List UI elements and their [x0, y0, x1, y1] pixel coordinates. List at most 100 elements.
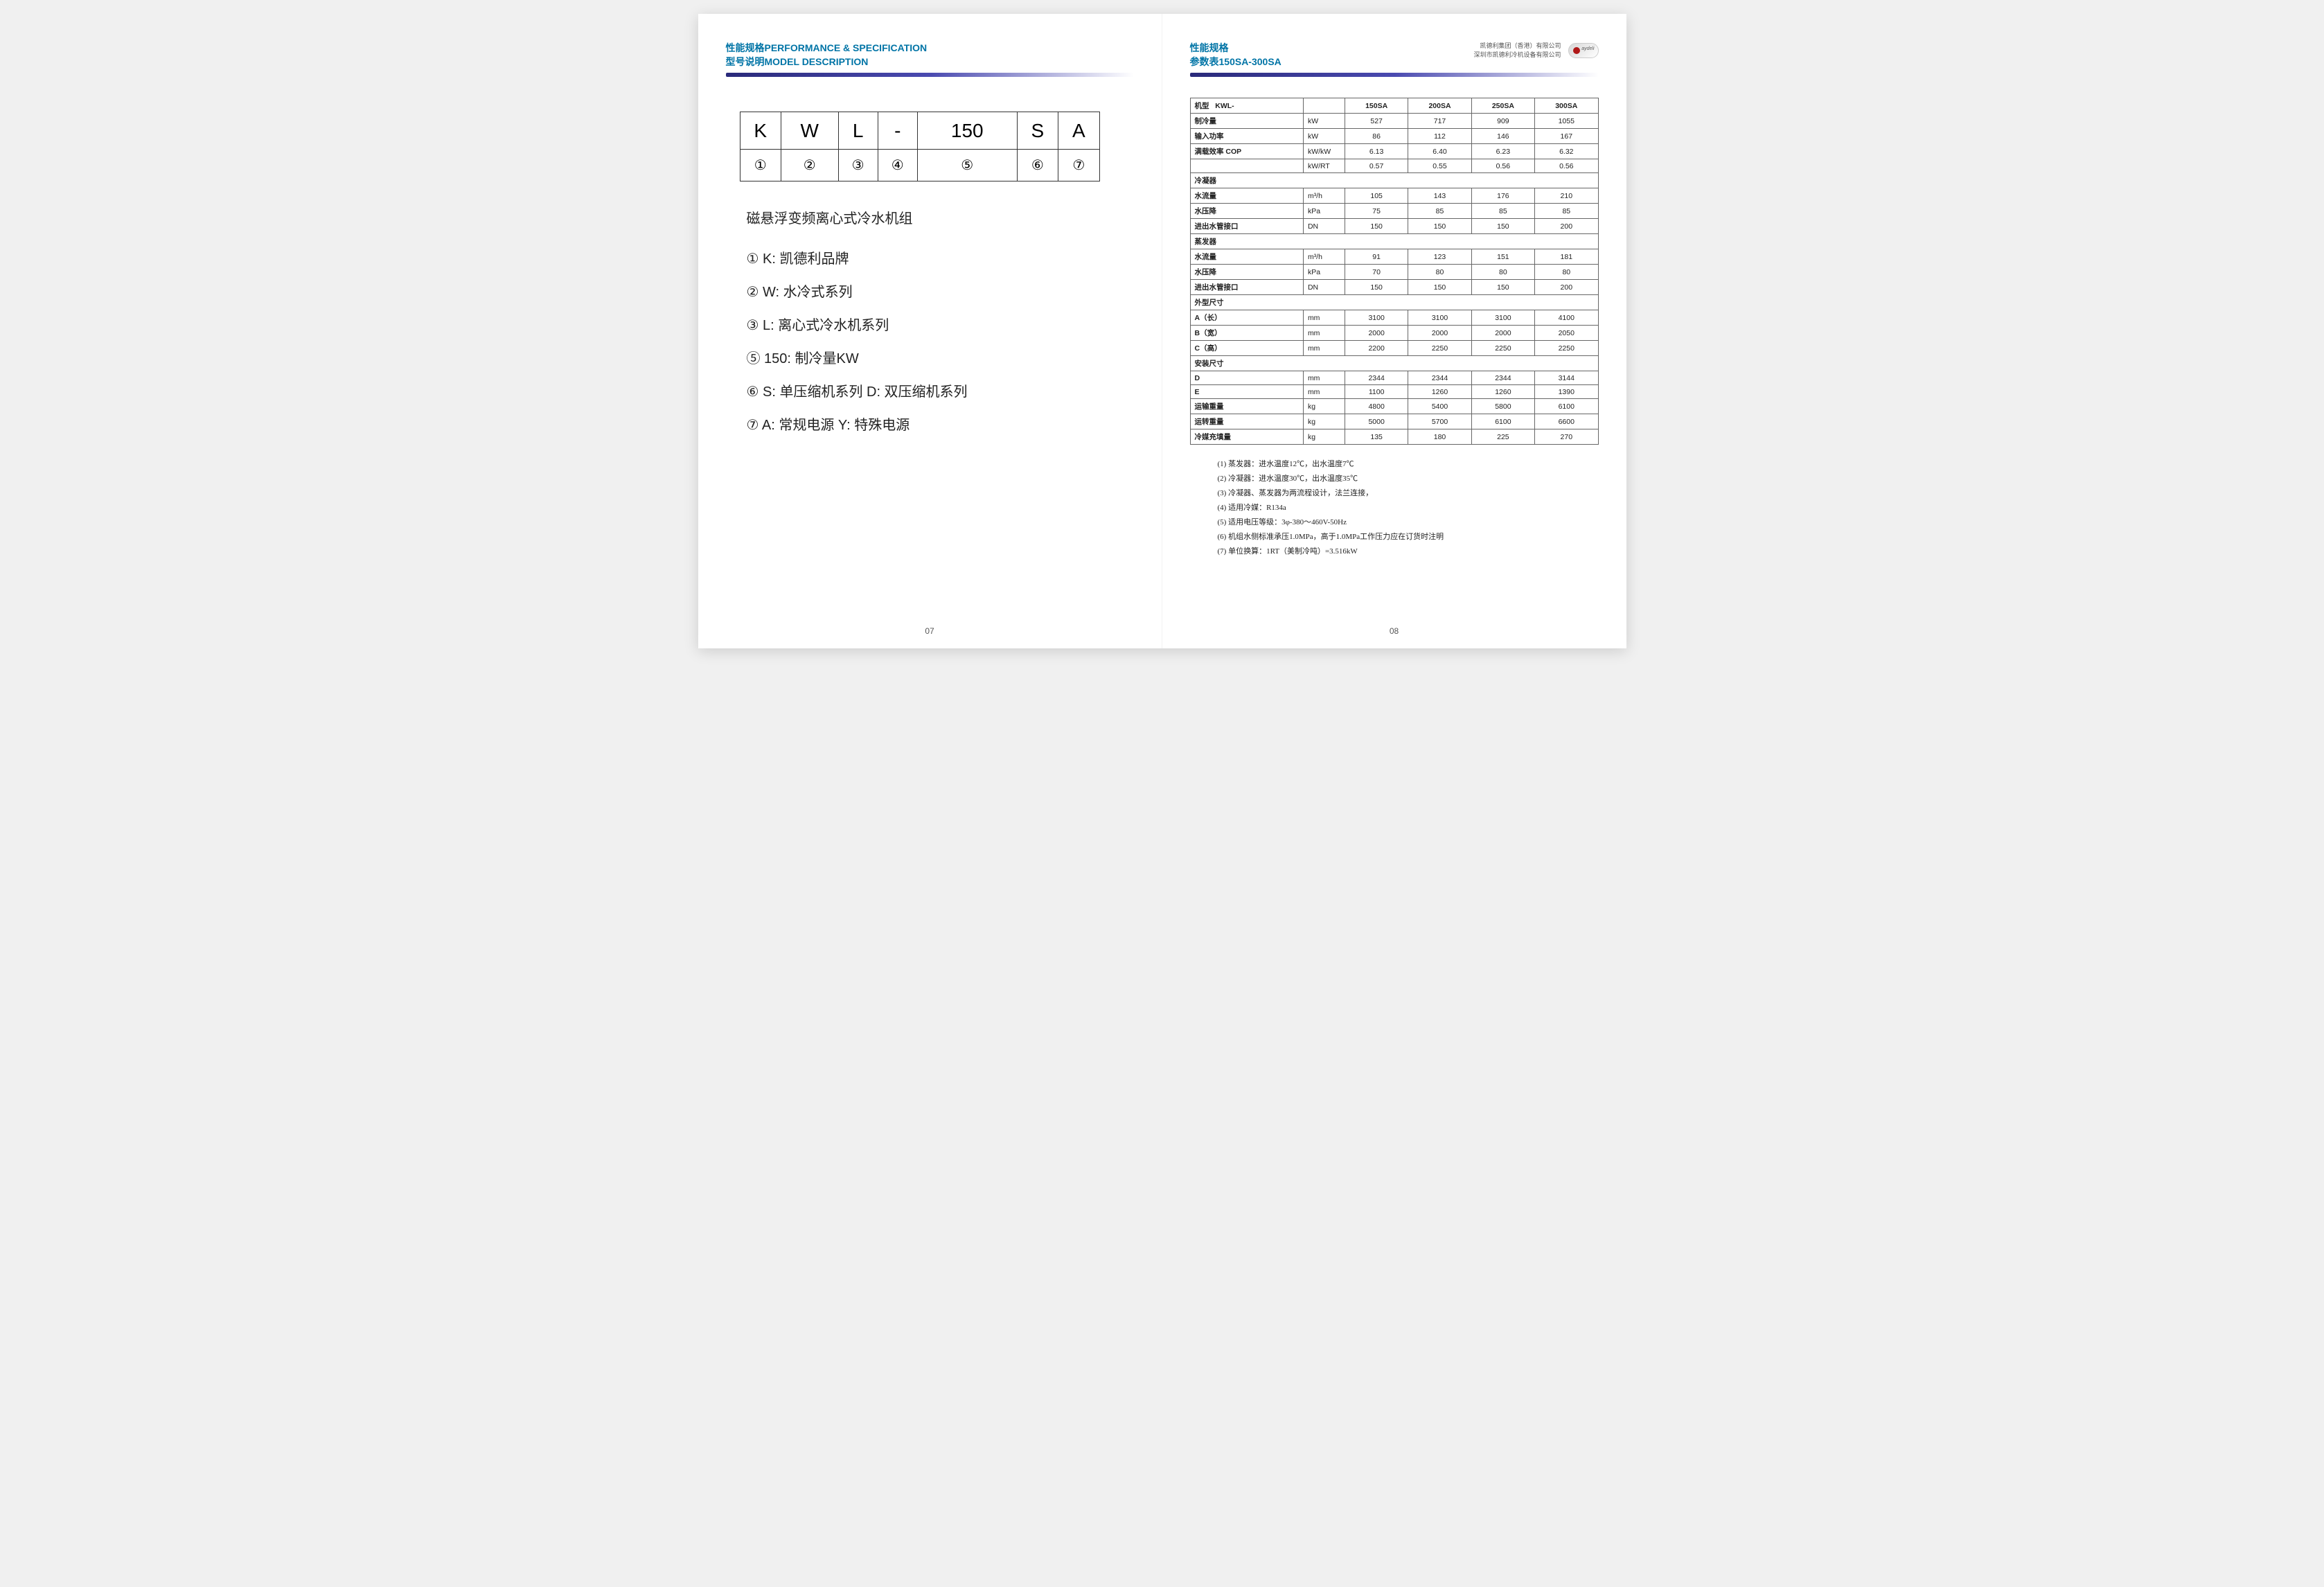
right-header-line2: 参数表150SA-300SA: [1190, 55, 1281, 69]
spec-cell: 2000: [1471, 326, 1534, 341]
spec-cell: 176: [1471, 188, 1534, 204]
right-header-line1: 性能规格: [1190, 42, 1281, 55]
spec-row-label: D: [1190, 371, 1303, 385]
note-line: (2) 冷凝器：进水温度30℃，出水温度35℃: [1218, 472, 1599, 486]
spec-model-col: 150SA: [1345, 98, 1408, 114]
left-header-rule: [726, 73, 1134, 77]
right-header-rule: [1190, 73, 1599, 77]
model-index-cell: ⑥: [1017, 150, 1058, 181]
page-left: 性能规格PERFORMANCE & SPECIFICATION 型号说明MODE…: [698, 14, 1162, 648]
spec-row-label: 进出水管接口: [1190, 219, 1303, 234]
spec-cell: 6100: [1535, 399, 1598, 414]
note-line: (6) 机组水侧标准承压1.0MPa，高于1.0MPa工作压力应在订货时注明: [1218, 530, 1599, 544]
spec-cell: 150: [1408, 280, 1471, 295]
spec-cell: 91: [1345, 249, 1408, 265]
spec-cell: 80: [1535, 265, 1598, 280]
spec-header-prefix: KWL-: [1215, 102, 1234, 110]
spec-row: 冷凝器: [1190, 173, 1598, 188]
desc-line: ⑦ A: 常规电源 Y: 特殊电源: [747, 409, 1134, 442]
spec-row-unit: kW: [1303, 129, 1345, 144]
spec-row: 水流量m³/h105143176210: [1190, 188, 1598, 204]
spec-row-label: 输入功率: [1190, 129, 1303, 144]
desc-line: ② W: 水冷式系列: [747, 276, 1134, 309]
spec-row-unit: mm: [1303, 326, 1345, 341]
spec-cell: 200: [1535, 219, 1598, 234]
spec-row: 水压降kPa75858585: [1190, 204, 1598, 219]
spec-cell: 5700: [1408, 414, 1471, 429]
spec-row-unit: mm: [1303, 371, 1345, 385]
spec-cell: 85: [1535, 204, 1598, 219]
model-index-cell: ①: [740, 150, 781, 181]
spec-cell: 2344: [1408, 371, 1471, 385]
spec-row-label: 水流量: [1190, 249, 1303, 265]
page-number-right: 08: [1390, 626, 1399, 636]
spec-row-label: B（宽）: [1190, 326, 1303, 341]
spec-row-label: 水压降: [1190, 265, 1303, 280]
spec-row-unit: DN: [1303, 280, 1345, 295]
spec-row: 安装尺寸: [1190, 356, 1598, 371]
spec-cell: 6.40: [1408, 144, 1471, 159]
spec-cell: 2000: [1408, 326, 1471, 341]
spec-row: 水流量m³/h91123151181: [1190, 249, 1598, 265]
spec-cell: 150: [1345, 219, 1408, 234]
spec-row: Dmm2344234423443144: [1190, 371, 1598, 385]
spec-model-col: 200SA: [1408, 98, 1471, 114]
spec-row: kW/RT0.570.550.560.56: [1190, 159, 1598, 173]
spec-row: C（高）mm2200225022502250: [1190, 341, 1598, 356]
spec-section-label: 蒸发器: [1190, 234, 1598, 249]
spec-cell: 150: [1471, 280, 1534, 295]
spec-cell: 1055: [1535, 114, 1598, 129]
spec-row-label: 满载效率 COP: [1190, 144, 1303, 159]
spec-row-unit: kg: [1303, 429, 1345, 445]
spec-cell: 75: [1345, 204, 1408, 219]
spec-row-label: 水流量: [1190, 188, 1303, 204]
spec-cell: 4100: [1535, 310, 1598, 326]
spec-cell: 6.23: [1471, 144, 1534, 159]
spec-row: B（宽）mm2000200020002050: [1190, 326, 1598, 341]
spec-cell: 150: [1471, 219, 1534, 234]
spec-row-label: 运转重量: [1190, 414, 1303, 429]
spec-cell: 1390: [1535, 385, 1598, 399]
spec-row: 外型尺寸: [1190, 295, 1598, 310]
page-number-left: 07: [925, 626, 934, 636]
note-line: (1) 蒸发器：进水温度12℃，出水温度7℃: [1218, 457, 1599, 472]
spec-row-label: 水压降: [1190, 204, 1303, 219]
model-row-chars: K W L - 150 S A: [740, 112, 1099, 150]
right-header-titles: 性能规格 参数表150SA-300SA: [1190, 42, 1281, 69]
spec-cell: 105: [1345, 188, 1408, 204]
spec-header-label-text: 机型: [1195, 102, 1209, 110]
spec-row: 蒸发器: [1190, 234, 1598, 249]
spec-section-label: 外型尺寸: [1190, 295, 1598, 310]
spec-cell: 6.32: [1535, 144, 1598, 159]
spec-model-col: 250SA: [1471, 98, 1534, 114]
spec-cell: 200: [1535, 280, 1598, 295]
spec-cell: 180: [1408, 429, 1471, 445]
spec-row-unit: kg: [1303, 414, 1345, 429]
spec-cell: 80: [1471, 265, 1534, 280]
spec-model-col: 300SA: [1535, 98, 1598, 114]
spec-cell: 225: [1471, 429, 1534, 445]
spec-cell: 1100: [1345, 385, 1408, 399]
brand-logo-icon: aydeli: [1568, 43, 1599, 58]
spec-cell: 5800: [1471, 399, 1534, 414]
page-right: 性能规格 参数表150SA-300SA 凯德利集团（香港）有限公司 深圳市凯德利…: [1162, 14, 1626, 648]
company-line1: 凯德利集团（香港）有限公司: [1473, 42, 1561, 51]
spec-cell: 135: [1345, 429, 1408, 445]
spec-table-body: 制冷量kW5277179091055输入功率kW86112146167满载效率 …: [1190, 114, 1598, 445]
model-index-cell: ④: [878, 150, 917, 181]
company-info: 凯德利集团（香港）有限公司 深圳市凯德利冷机设备有限公司: [1473, 42, 1561, 59]
brand-logo-text: aydeli: [1581, 46, 1594, 51]
left-header-titles: 性能规格PERFORMANCE & SPECIFICATION 型号说明MODE…: [726, 42, 928, 69]
spec-cell: 150: [1408, 219, 1471, 234]
spec-cell: 5400: [1408, 399, 1471, 414]
spec-cell: 181: [1535, 249, 1598, 265]
spec-cell: 112: [1408, 129, 1471, 144]
spec-row: 进出水管接口DN150150150200: [1190, 219, 1598, 234]
left-header-line1: 性能规格PERFORMANCE & SPECIFICATION: [726, 42, 928, 55]
spec-cell: 80: [1408, 265, 1471, 280]
spec-row-unit: kW/RT: [1303, 159, 1345, 173]
model-index-cell: ③: [838, 150, 878, 181]
spec-cell: 6100: [1471, 414, 1534, 429]
spec-cell: 3100: [1408, 310, 1471, 326]
model-description-block: 磁悬浮变频离心式冷水机组 ① K: 凯德利品牌 ② W: 水冷式系列 ③ L: …: [747, 202, 1134, 442]
